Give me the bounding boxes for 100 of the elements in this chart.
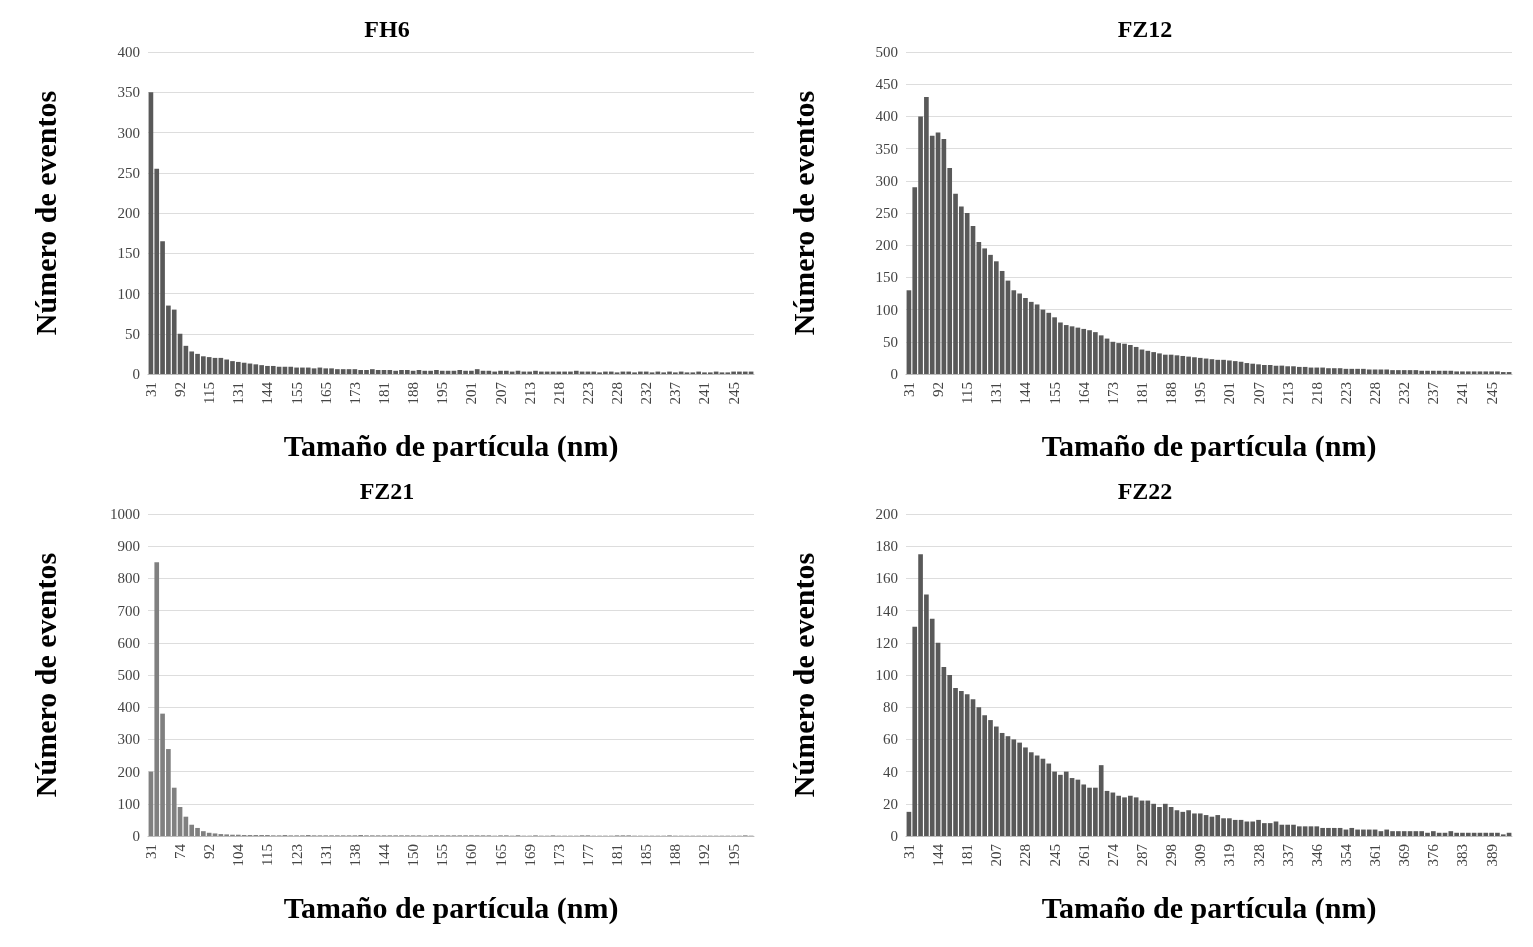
- x-tick-label: 218: [1308, 382, 1325, 405]
- y-tick-label: 500: [117, 667, 140, 683]
- x-tick-label: 319: [1221, 844, 1238, 867]
- x-tick-label: 369: [1396, 844, 1413, 867]
- x-tick-label: 245: [1046, 844, 1063, 867]
- y-tick-label: 200: [117, 763, 140, 780]
- x-tick-label: 115: [201, 382, 218, 404]
- x-axis-title: Tamaño de partícula (nm): [283, 428, 619, 463]
- x-tick-label: 237: [667, 381, 684, 405]
- x-tick-label: 354: [1337, 843, 1354, 867]
- chart-title: FZ12: [1117, 16, 1173, 42]
- x-tick-label: 181: [609, 844, 626, 867]
- x-tick-label: 31: [142, 382, 159, 397]
- y-tick-label: 20: [883, 795, 898, 812]
- x-tick-label: 241: [1454, 382, 1471, 405]
- x-tick-label: 195: [725, 844, 742, 867]
- x-tick-label: 223: [1337, 382, 1354, 405]
- y-tick-label: 150: [117, 245, 140, 262]
- y-tick-label: 80: [883, 699, 898, 716]
- x-tick-label: 31: [900, 844, 917, 859]
- y-tick-label: 50: [125, 325, 140, 342]
- x-axis-title: Tamaño de partícula (nm): [1041, 890, 1377, 925]
- y-tick-label: 1000: [110, 506, 140, 522]
- y-tick-label: 0: [890, 366, 898, 382]
- x-tick-label: 228: [1017, 844, 1034, 867]
- y-tick-label: 400: [117, 699, 140, 716]
- y-tick-label: 40: [883, 763, 898, 780]
- x-tick-label: 155: [288, 382, 305, 405]
- x-tick-label: 346: [1308, 843, 1325, 867]
- x-tick-label: 123: [288, 844, 305, 867]
- x-tick-label: 188: [667, 844, 684, 867]
- x-tick-label: 383: [1454, 844, 1471, 867]
- x-tick-label: 232: [1396, 382, 1413, 405]
- x-tick-label: 201: [463, 382, 480, 405]
- y-tick-label: 0: [890, 828, 898, 844]
- x-tick-label: 104: [230, 843, 247, 867]
- x-axis-title: Tamaño de partícula (nm): [1041, 428, 1377, 463]
- x-tick-label: 213: [521, 382, 538, 405]
- x-tick-label: 31: [142, 844, 159, 859]
- y-tick-label: 0: [132, 828, 140, 844]
- x-tick-label: 131: [988, 382, 1005, 405]
- x-tick-label: 92: [172, 382, 189, 397]
- chart-title: FZ22: [1117, 478, 1173, 504]
- x-tick-label: 389: [1483, 844, 1500, 867]
- y-tick-label: 150: [875, 269, 898, 286]
- y-tick-label: 100: [875, 301, 898, 318]
- y-tick-label: 400: [117, 44, 140, 60]
- x-tick-label: 181: [959, 844, 976, 867]
- x-tick-label: 328: [1250, 844, 1267, 867]
- y-tick-label: 180: [875, 538, 898, 555]
- x-tick-label: 245: [725, 382, 742, 405]
- x-tick-label: 207: [988, 843, 1005, 867]
- x-tick-label: 115: [259, 844, 276, 866]
- y-tick-label: 300: [117, 124, 140, 141]
- x-tick-label: 165: [492, 844, 509, 867]
- y-axis-title: Número de eventos: [28, 90, 62, 336]
- x-tick-label: 155: [1046, 382, 1063, 405]
- y-tick-label: 900: [117, 538, 140, 555]
- y-tick-label: 100: [117, 285, 140, 302]
- y-tick-label: 300: [875, 172, 898, 189]
- x-tick-label: 237: [1425, 381, 1442, 405]
- y-axis-title: Número de eventos: [28, 552, 62, 798]
- x-tick-label: 232: [638, 382, 655, 405]
- y-tick-label: 100: [117, 795, 140, 812]
- x-tick-label: 261: [1075, 844, 1092, 867]
- x-tick-label: 207: [492, 381, 509, 405]
- x-tick-label: 274: [1104, 843, 1121, 867]
- x-tick-label: 195: [434, 382, 451, 405]
- x-tick-label: 165: [317, 382, 334, 405]
- x-tick-label: 181: [1133, 382, 1150, 405]
- x-tick-label: 115: [959, 382, 976, 404]
- x-tick-label: 92: [930, 382, 947, 397]
- x-tick-label: 74: [172, 843, 189, 859]
- x-tick-label: 138: [346, 844, 363, 867]
- x-tick-label: 144: [259, 381, 276, 405]
- x-tick-label: 188: [1163, 382, 1180, 405]
- y-tick-label: 140: [875, 602, 898, 619]
- x-tick-label: 228: [1367, 382, 1384, 405]
- y-tick-label: 350: [875, 140, 898, 157]
- x-tick-label: 298: [1163, 844, 1180, 867]
- chart-title: FH6: [364, 16, 410, 42]
- y-tick-label: 200: [875, 237, 898, 254]
- y-tick-label: 120: [875, 634, 898, 651]
- x-tick-label: 92: [201, 844, 218, 859]
- x-tick-label: 144: [1017, 381, 1034, 405]
- y-tick-label: 160: [875, 570, 898, 587]
- x-tick-label: 337: [1279, 843, 1296, 867]
- x-tick-label: 245: [1483, 382, 1500, 405]
- x-tick-label: 131: [230, 382, 247, 405]
- y-tick-label: 50: [883, 333, 898, 350]
- x-tick-label: 31: [900, 382, 917, 397]
- x-tick-label: 213: [1279, 382, 1296, 405]
- x-tick-label: 309: [1192, 844, 1209, 867]
- y-tick-label: 400: [875, 108, 898, 125]
- x-tick-label: 173: [550, 844, 567, 867]
- x-tick-label: 160: [463, 844, 480, 867]
- x-axis-title: Tamaño de partícula (nm): [283, 890, 619, 925]
- x-tick-label: 173: [346, 382, 363, 405]
- x-tick-label: 241: [696, 382, 713, 405]
- y-axis-title: Número de eventos: [786, 90, 820, 336]
